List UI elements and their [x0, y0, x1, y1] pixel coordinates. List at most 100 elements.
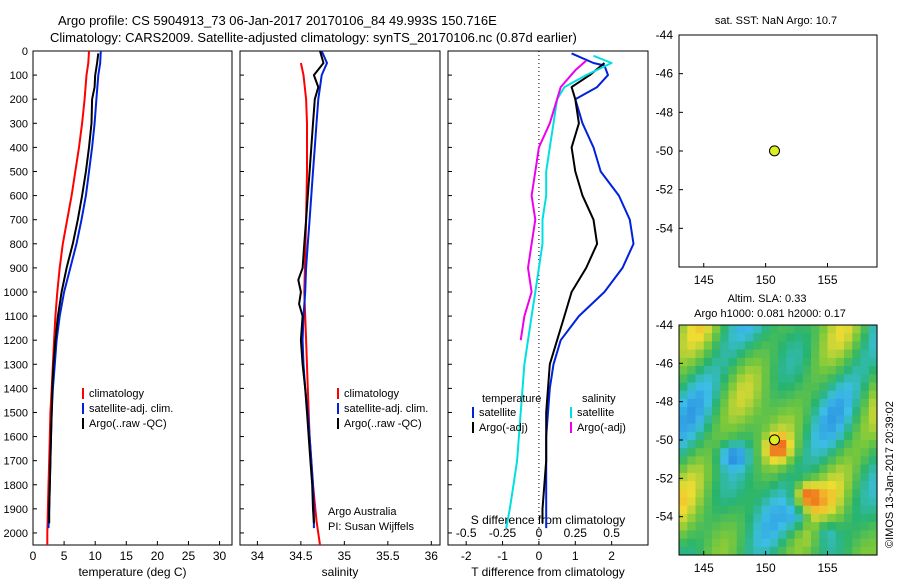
- heat-cell: [835, 448, 845, 457]
- depth-tick-label: 1900: [4, 504, 28, 516]
- heat-cell: [835, 505, 845, 515]
- heat-cell: [794, 464, 804, 474]
- heat-cell: [819, 538, 829, 548]
- depth-tick-label: 1100: [4, 311, 28, 323]
- heat-cell: [769, 505, 779, 515]
- heat-cell: [819, 530, 829, 540]
- heat-cell: [835, 456, 845, 466]
- heat-cell: [835, 366, 845, 375]
- heat-cell: [811, 341, 820, 351]
- heat-cell: [860, 472, 870, 482]
- heat-cell: [811, 456, 820, 466]
- heat-cell: [786, 513, 796, 523]
- heat-cell: [778, 390, 787, 400]
- heat-cell: [687, 448, 697, 457]
- heat-cell: [753, 390, 763, 400]
- heat-cell: [852, 407, 862, 416]
- heat-cell: [844, 415, 853, 425]
- heat-cell: [811, 390, 820, 400]
- latitude-tick-label: -54: [656, 510, 674, 524]
- heat-cell: [695, 398, 705, 408]
- heat-cell: [687, 333, 697, 342]
- heat-cell: [703, 440, 713, 449]
- heat-cell: [703, 357, 713, 367]
- heat-cell: [695, 325, 705, 334]
- heat-cell: [703, 513, 713, 523]
- heat-cell: [728, 415, 738, 425]
- heat-cell: [827, 415, 837, 425]
- salinity-series-line: [297, 50, 325, 524]
- heat-cell: [761, 325, 771, 334]
- heat-cell: [703, 464, 713, 474]
- heat-cell: [802, 440, 812, 449]
- heat-cell: [860, 423, 870, 433]
- heat-cell: [745, 349, 754, 359]
- heat-cell: [728, 505, 738, 515]
- heat-cell: [728, 382, 738, 392]
- heat-cell: [753, 448, 763, 457]
- legend-entry: climatology: [344, 388, 400, 400]
- heat-cell: [786, 407, 796, 416]
- heat-cell: [819, 423, 829, 433]
- salinity-panel-frame: [239, 50, 441, 546]
- heat-cell: [778, 366, 787, 375]
- heat-cell: [860, 456, 870, 466]
- heat-cell: [745, 456, 754, 466]
- heat-cell: [679, 349, 688, 359]
- heat-cell: [844, 497, 853, 507]
- heat-cell: [786, 530, 796, 540]
- heat-cell: [712, 398, 721, 408]
- heat-cell: [778, 349, 787, 359]
- heat-cell: [794, 522, 804, 531]
- heat-cell: [835, 357, 845, 367]
- heat-cell: [868, 481, 878, 490]
- heat-cell: [819, 522, 829, 531]
- heat-cell: [794, 341, 804, 351]
- heat-cell: [786, 497, 796, 507]
- heat-cell: [687, 423, 697, 433]
- latitude-tick-label: -46: [656, 67, 674, 81]
- heat-cell: [811, 472, 820, 482]
- heat-cell: [778, 423, 787, 433]
- heat-cell: [736, 481, 746, 490]
- heat-cell: [868, 530, 878, 540]
- heat-cell: [868, 423, 878, 433]
- heat-cell: [827, 374, 837, 384]
- heat-cell: [695, 522, 705, 531]
- heat-cell: [736, 415, 746, 425]
- heat-cell: [736, 489, 746, 499]
- heat-cell: [844, 546, 853, 556]
- temperature-tick-label: 5: [61, 549, 68, 563]
- heat-cell: [720, 497, 730, 507]
- legend-entry: satellite: [577, 407, 614, 419]
- heat-cell: [745, 440, 754, 449]
- heat-cell: [679, 522, 688, 531]
- heat-cell: [712, 357, 721, 367]
- heat-cell: [811, 448, 820, 457]
- heat-cell: [695, 464, 705, 474]
- heat-cell: [761, 472, 771, 482]
- heat-cell: [778, 325, 787, 334]
- heat-cell: [712, 431, 721, 441]
- heat-cell: [844, 349, 853, 359]
- heat-cell: [844, 456, 853, 466]
- heat-cell: [860, 333, 870, 342]
- heat-cell: [679, 440, 688, 449]
- heat-cell: [835, 546, 845, 556]
- heat-cell: [745, 448, 754, 457]
- heat-cell: [868, 448, 878, 457]
- heat-cell: [687, 497, 697, 507]
- heat-cell: [720, 522, 730, 531]
- heat-cell: [786, 333, 796, 342]
- heat-cell: [835, 382, 845, 392]
- heat-cell: [736, 431, 746, 441]
- heat-cell: [844, 382, 853, 392]
- heat-cell: [852, 464, 862, 474]
- heat-cell: [794, 382, 804, 392]
- heat-cell: [827, 423, 837, 433]
- heat-cell: [753, 382, 763, 392]
- heat-cell: [819, 349, 829, 359]
- heat-cell: [712, 481, 721, 490]
- heat-cell: [852, 325, 862, 334]
- heat-cell: [844, 423, 853, 433]
